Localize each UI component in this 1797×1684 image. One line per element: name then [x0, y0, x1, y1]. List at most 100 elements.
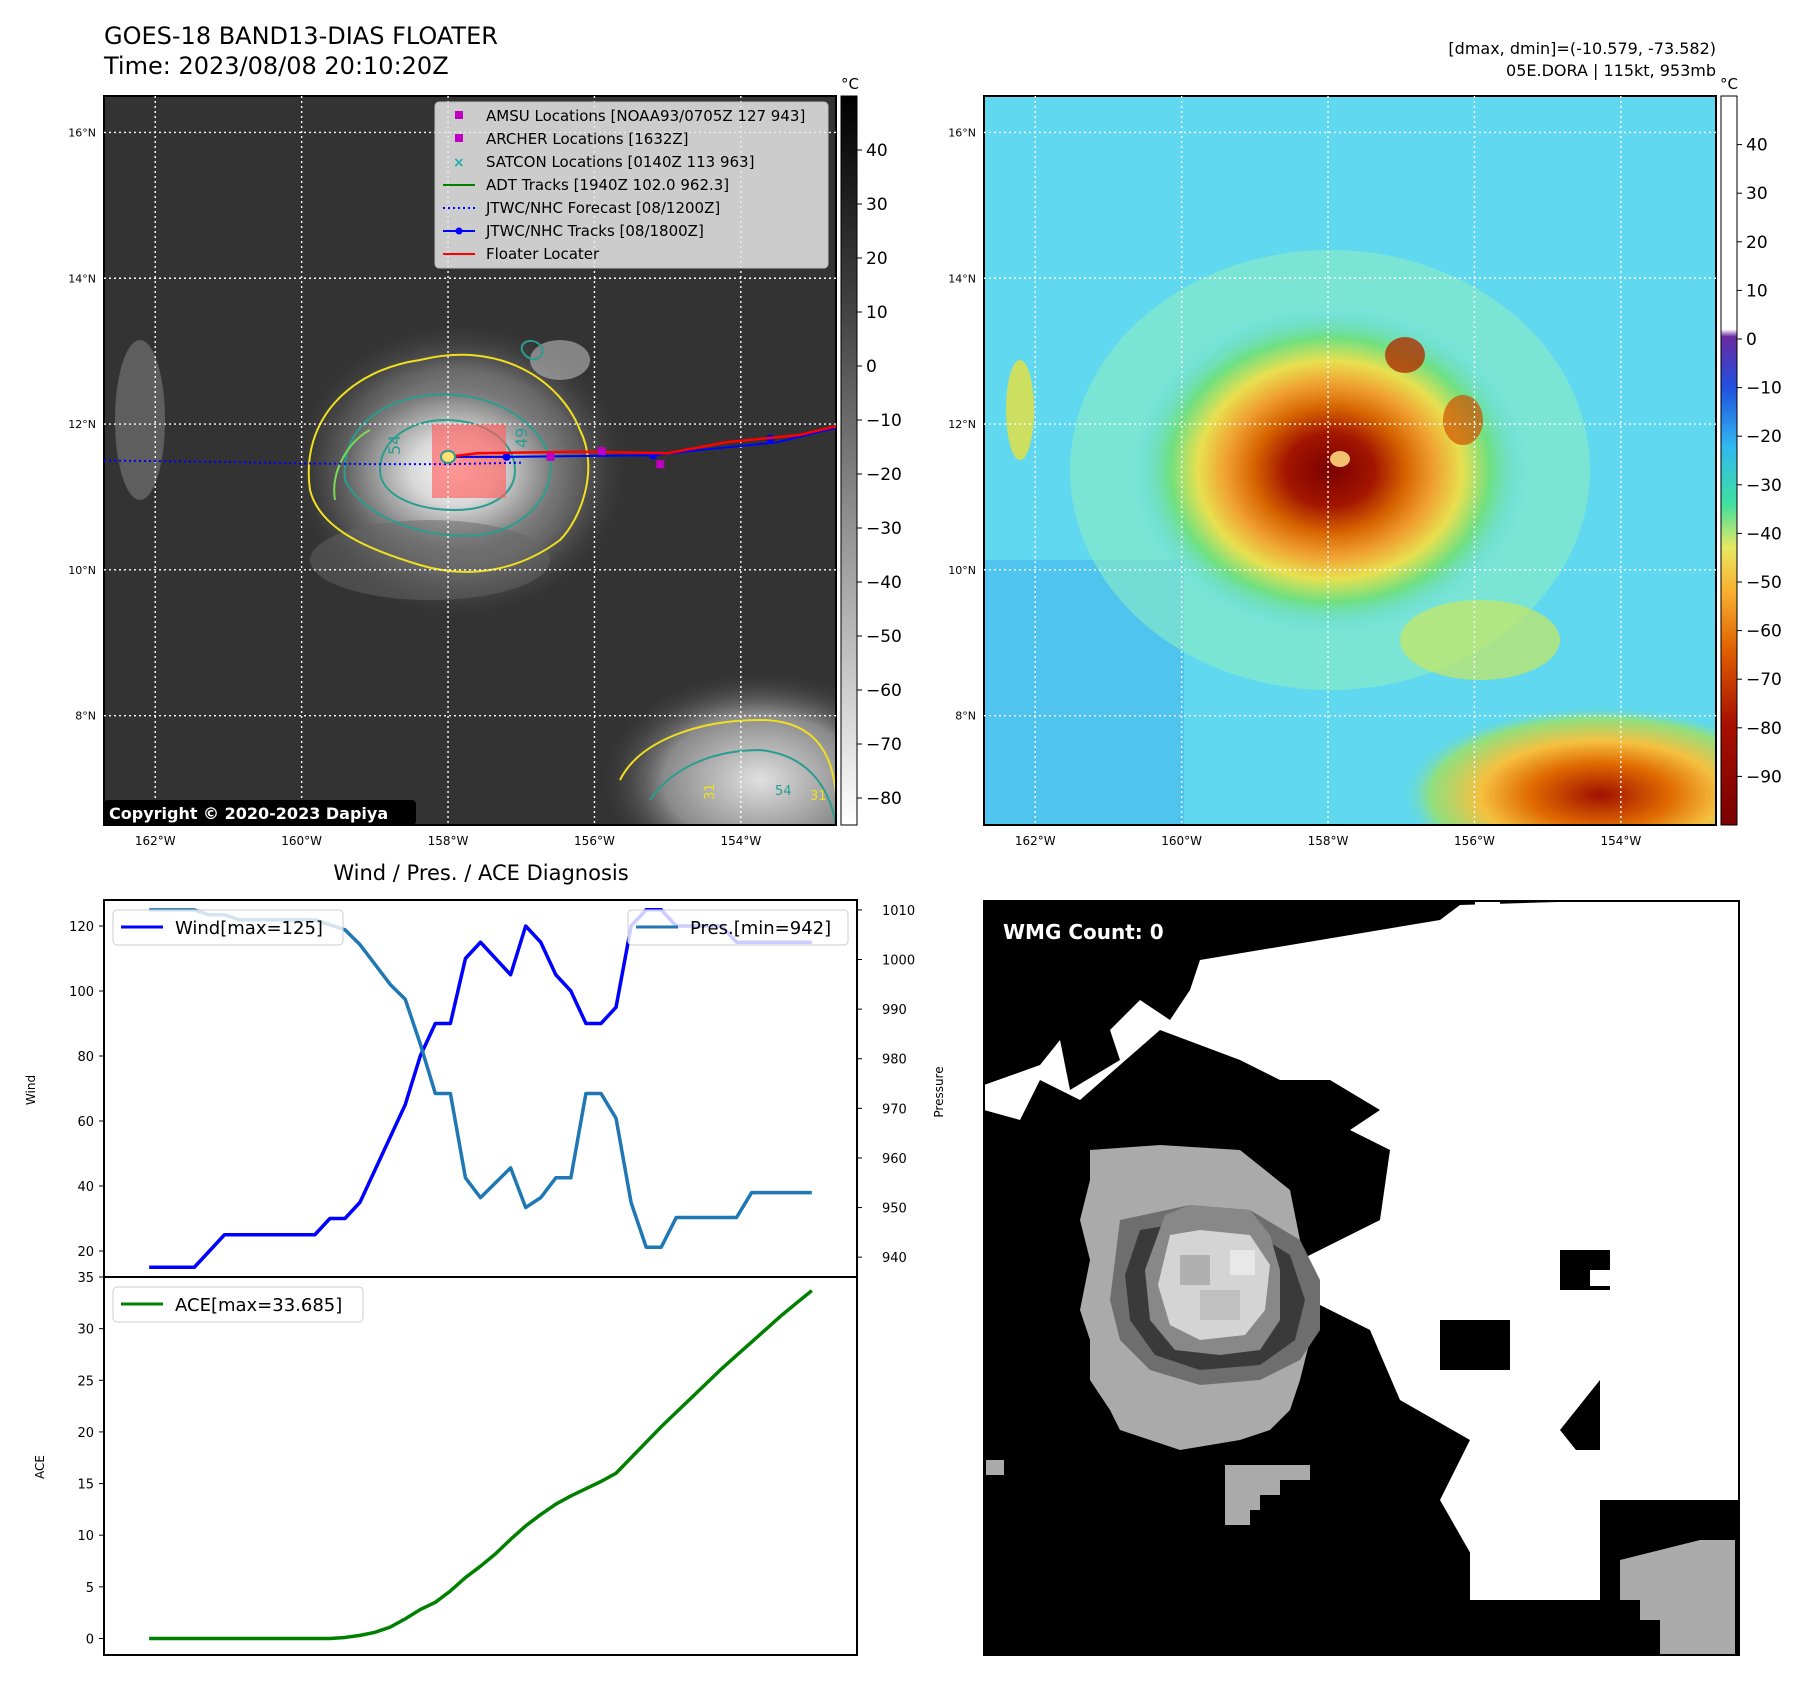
- colorbar-tick-label: 20: [866, 249, 888, 269]
- legend-forecast-label: JTWC/NHC Forecast [08/1200Z]: [485, 199, 720, 217]
- legend-tracks-label: JTWC/NHC Tracks [08/1800Z]: [485, 222, 704, 240]
- contour-label-31: 31: [703, 783, 718, 800]
- lon-tick-label: 160°W: [1161, 834, 1202, 848]
- legend-archer-marker: [455, 134, 463, 142]
- lon-tick-label: 162°W: [1015, 834, 1056, 848]
- wmg-panel: WMG Count: 0: [983, 900, 1740, 1656]
- forecast-track: [104, 459, 522, 466]
- colorbar-tick-label: 40: [1746, 136, 1768, 156]
- map-legend: AMSU Locations [NOAA93/0705Z 127 943] AR…: [434, 101, 829, 269]
- lat-tick-label: 12°N: [948, 418, 976, 431]
- diagnosis-chart: Wind / Pres. / ACE Diagnosis 20406080100…: [24, 861, 946, 1656]
- jtwc-track-point: [502, 452, 511, 461]
- lon-tick-label: 156°W: [1454, 834, 1495, 848]
- wind-tick-label: 120: [69, 920, 94, 935]
- wind-tick-label: 60: [77, 1115, 94, 1130]
- wind-legend: Wind[max=125]: [112, 909, 344, 946]
- colorbar-tick-label: 0: [866, 357, 877, 377]
- colorbar-tick-label: 0: [1746, 330, 1757, 350]
- colorbar-tick-label: −60: [866, 681, 902, 701]
- color-colorbar-unit: °C: [1720, 75, 1738, 93]
- wind-tick-label: 100: [69, 985, 94, 1000]
- lon-tick-label: 158°W: [428, 834, 469, 848]
- ace-legend-label: ACE[max=33.685]: [175, 1295, 342, 1316]
- colorbar-tick-label: −80: [866, 789, 902, 809]
- lat-tick-label: 14°N: [68, 272, 96, 285]
- colorbar-tick-label: 30: [866, 195, 888, 215]
- lon-tick-label: 156°W: [574, 834, 615, 848]
- lat-tick-label: 16°N: [948, 126, 976, 139]
- wind-tick-label: 40: [77, 1180, 94, 1195]
- lat-tick-label: 8°N: [75, 710, 96, 723]
- wind-pressure-ticks: 20 40 60 80 100 120 940 950 960 970 980 990 1000 1010: [69, 904, 915, 1266]
- wind-legend-label: Wind[max=125]: [175, 918, 323, 939]
- pressure-tick-label: 990: [882, 1003, 907, 1018]
- wind-axis-label: Wind: [24, 1075, 38, 1105]
- dmax-dmin-label: [dmax, dmin]=(-10.579, -73.582): [1448, 39, 1716, 58]
- colorbar-tick-label: −40: [866, 573, 902, 593]
- colorbar-tick-label: −80: [1746, 719, 1782, 739]
- ace-lines: [149, 1289, 813, 1641]
- colorbar-tick-label: −40: [1746, 524, 1782, 544]
- bw-colorbar-unit: °C: [841, 75, 859, 93]
- legend-satcon-marker: ×: [453, 155, 465, 171]
- wmg-frame: [983, 900, 1740, 1656]
- pressure-axis-label: Pressure: [932, 1066, 946, 1117]
- colorbar-tick-label: −20: [1746, 427, 1782, 447]
- pressure-tick-label: 940: [882, 1251, 907, 1266]
- contour-label-49: 49: [512, 428, 531, 448]
- colorbar-tick-label: −60: [1746, 622, 1782, 642]
- pressure-tick-label: 960: [882, 1152, 907, 1167]
- copyright-badge: [104, 800, 416, 825]
- legend-tracks-dot: [455, 227, 463, 235]
- pressure-tick-label: 1000: [882, 954, 915, 969]
- color-map-frame: [983, 95, 1717, 826]
- figure-time: Time: 2023/08/08 20:10:20Z: [103, 52, 449, 80]
- ace-tick-label: 0: [86, 1632, 94, 1647]
- diagnosis-title: Wind / Pres. / ACE Diagnosis: [333, 861, 628, 885]
- color-colorbar-ticks: 40 30 20 10 0 −10 −20 −30 −40 −50 −60 −70 −80 −90: [1737, 136, 1782, 787]
- ace-tick-label: 15: [77, 1478, 94, 1493]
- contour-label-54: 54: [385, 435, 404, 455]
- legend-floater-label: Floater Locater: [486, 245, 600, 263]
- copyright-text: Copyright © 2020-2023 Dapiya: [109, 804, 388, 823]
- ace-tick-label: 25: [77, 1374, 94, 1389]
- floater-track: [447, 425, 836, 459]
- ace-series-line: [149, 1289, 813, 1641]
- amsu-marker: [656, 460, 665, 469]
- colorbar-tick-label: −50: [1746, 573, 1782, 593]
- colorbar-tick-label: −30: [866, 519, 902, 539]
- legend-satcon-label: SATCON Locations [0140Z 113 963]: [486, 153, 754, 171]
- colorbar-tick-label: −10: [866, 411, 902, 431]
- pressure-tick-label: 970: [882, 1102, 907, 1117]
- lat-tick-label: 8°N: [955, 710, 976, 723]
- pressure-legend-label: Pres.[min=942]: [690, 918, 831, 939]
- colorbar-tick-label: −10: [1746, 379, 1782, 399]
- legend-archer-label: ARCHER Locations [1632Z]: [486, 130, 689, 148]
- colorbar-tick-label: 40: [866, 141, 888, 161]
- lat-tick-label: 12°N: [68, 418, 96, 431]
- wmg-count-badge: [986, 917, 1178, 948]
- bw-colorbar-ticks: 40 30 20 10 0 −10 −20 −30 −40 −50 −60 −70 −80: [857, 141, 902, 809]
- contour-label-54b: 54: [775, 784, 792, 799]
- contour-label-31b: 31: [810, 789, 827, 804]
- color-colorbar: [1720, 95, 1738, 826]
- legend-amsu-label: AMSU Locations [NOAA93/0705Z 127 943]: [486, 107, 805, 125]
- lon-tick-label: 162°W: [135, 834, 176, 848]
- colorbar-tick-label: −70: [1746, 670, 1782, 690]
- legend-adt-label: ADT Tracks [1940Z 102.0 962.3]: [486, 176, 729, 194]
- storm-info-label: 05E.DORA | 115kt, 953mb: [1506, 61, 1716, 80]
- colorbar-tick-label: −70: [866, 735, 902, 755]
- colorbar-tick-label: 20: [1746, 233, 1768, 253]
- lat-tick-label: 10°N: [68, 564, 96, 577]
- colorbar-tick-label: −90: [1746, 767, 1782, 787]
- bw-map-tracks: ×: [104, 425, 836, 469]
- bw-map-tick-labels: 16°N 14°N 12°N 10°N 8°N 162°W 160°W 158°W 156°W 1…: [68, 126, 761, 848]
- lon-tick-label: 160°W: [281, 834, 322, 848]
- ace-tick-label: 5: [86, 1581, 94, 1596]
- color-ir-map-panel: 16°N 14°N 12°N 10°N 8°N 162°W 160°W 158°W 156°W 1…: [948, 75, 1782, 848]
- lat-tick-label: 10°N: [948, 564, 976, 577]
- ace-axis-label: ACE: [33, 1455, 47, 1479]
- wind-pressure-axes: [103, 899, 858, 1278]
- wmg-count-text: WMG Count: 0: [1003, 920, 1164, 944]
